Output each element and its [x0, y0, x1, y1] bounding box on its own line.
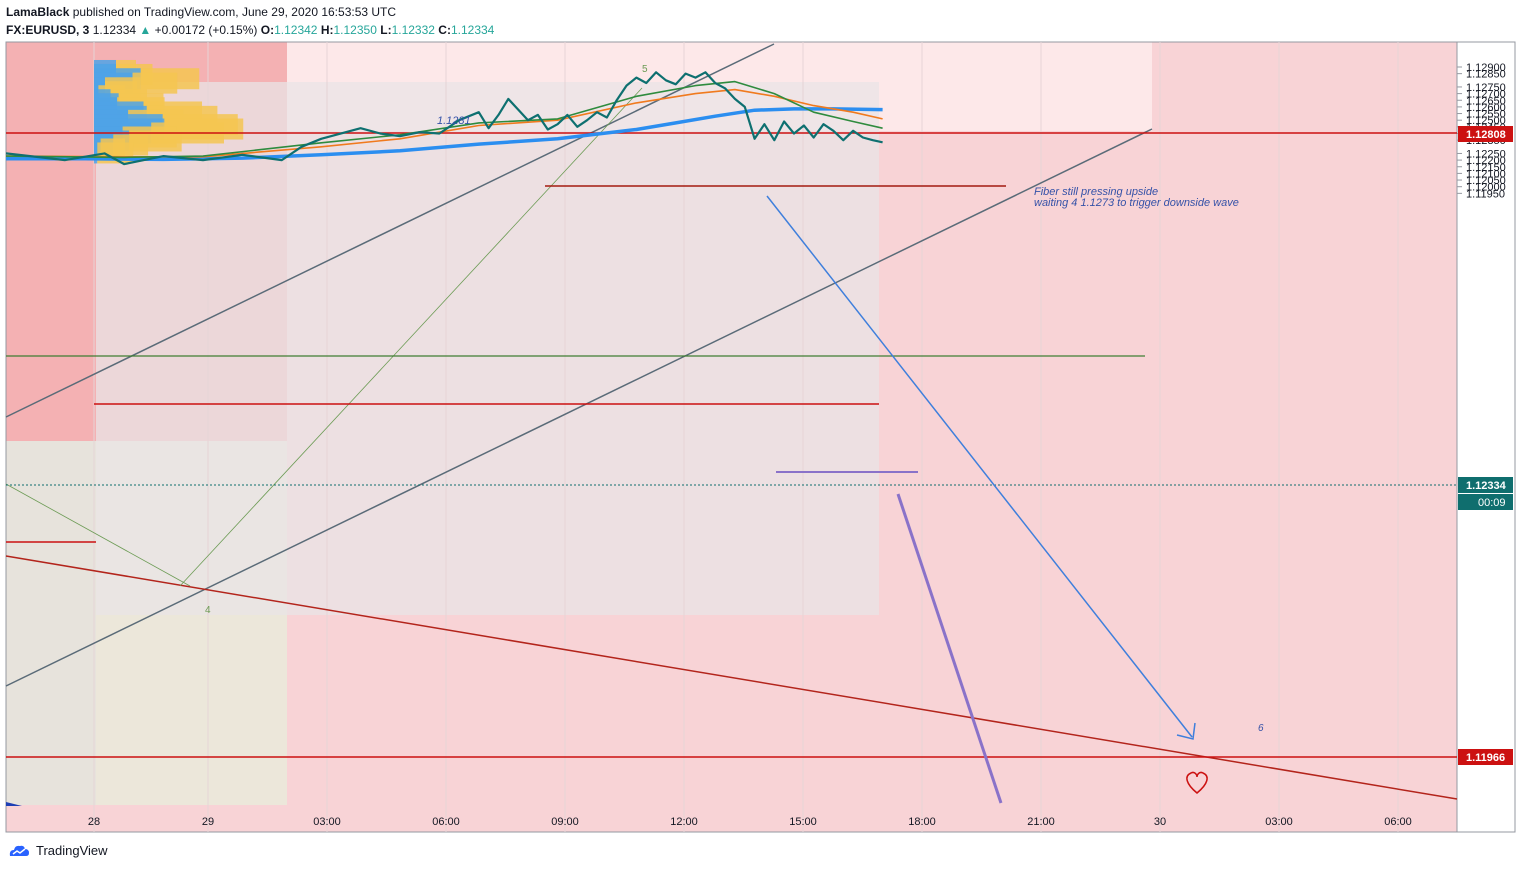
channel-upper-line [5, 43, 775, 418]
x-tick-label: 29 [202, 816, 214, 828]
x-tick-label: 06:00 [1384, 816, 1412, 828]
up-triangle-icon: ▲ [139, 23, 152, 37]
projection-arrow-line [766, 195, 1193, 738]
open-value: 1.12342 [274, 23, 318, 37]
close-label: C: [438, 23, 451, 37]
price-tag-bg [1458, 477, 1513, 493]
symbol-label[interactable]: FX:EURUSD, 3 [6, 23, 90, 37]
y-tick-label: 1.12900 [1466, 62, 1506, 74]
price-tag-bg [1458, 126, 1513, 142]
y-tick-label: 1.12650 [1466, 95, 1506, 107]
y-tick-label: 1.12600 [1466, 102, 1506, 114]
published-text: published on TradingView.com, June 29, 2… [72, 5, 397, 19]
price-change: +0.00172 (+0.15%) [154, 23, 258, 37]
ema-fast-line [5, 80, 883, 159]
price-tag-label: 1.12334 [1466, 480, 1507, 492]
price-axis[interactable]: 1.129001.128501.127501.127001.126501.126… [1457, 62, 1506, 200]
x-tick-label: 12:00 [670, 816, 698, 828]
y-tick-label: 1.12500 [1466, 115, 1506, 127]
x-tick-label: 09:00 [551, 816, 579, 828]
high-label: H: [320, 23, 334, 37]
wave-label-4: 4 [205, 605, 211, 616]
x-tick-label: 18:00 [908, 816, 936, 828]
y-tick-label: 1.12200 [1466, 155, 1506, 167]
footer: TradingView [8, 843, 108, 858]
zone-left-gray [6, 441, 96, 805]
y-tick-label: 1.12850 [1466, 69, 1506, 81]
corner-marker-icon [6, 802, 22, 806]
price-line [5, 71, 883, 166]
wave-label-5: 5 [642, 64, 648, 75]
heart-icon[interactable] [1186, 771, 1208, 794]
session-box [96, 82, 879, 615]
vp-down-bar [132, 72, 178, 94]
close-value: 1.12334 [450, 23, 495, 37]
y-tick-label: 1.12050 [1466, 175, 1506, 187]
price-tag-bg [1458, 749, 1513, 765]
tradingview-logo-icon[interactable] [8, 844, 30, 858]
price-tag-current: 1.12334 00:09 [1458, 477, 1513, 510]
countdown-label: 00:09 [1478, 497, 1506, 509]
low-value: 1.12332 [391, 23, 435, 37]
low-label: L: [380, 23, 392, 37]
countdown-bg [1458, 494, 1513, 510]
y-tick-label: 1.12750 [1466, 82, 1506, 94]
vertical-grid [93, 42, 1399, 832]
level-text: 1.1281 [437, 115, 471, 127]
x-tick-label: 28 [88, 816, 100, 828]
y-tick-label: 1.12700 [1466, 89, 1506, 101]
x-tick-label: 03:00 [1265, 816, 1293, 828]
channel-lower-line [5, 128, 1153, 687]
publisher-name[interactable]: LamaBlack [6, 5, 70, 19]
open-label: O: [260, 23, 275, 37]
x-tick-label: 03:00 [313, 816, 341, 828]
x-tick-label: 30 [1154, 816, 1166, 828]
arrow-head-icon [1176, 722, 1196, 740]
x-tick-label: 06:00 [432, 816, 460, 828]
y-tick-label: 1.11950 [1466, 188, 1505, 200]
y-tick-label: 1.12150 [1466, 162, 1506, 174]
price-tag-label: 1.12808 [1466, 129, 1506, 141]
note-line-1: Fiber still pressing upside [1034, 186, 1158, 198]
volume-profile [94, 59, 244, 164]
price-tag-111966: 1.11966 [1458, 749, 1513, 765]
y-tick-label: 1.12550 [1466, 109, 1506, 121]
price-chart[interactable]: 1.1281 Fiber still pressing upside waiti… [0, 0, 1520, 840]
price-tag-112808: 1.12808 [1458, 126, 1513, 142]
time-axis[interactable]: 28 29 03:00 06:00 09:00 12:00 15:00 18:00 21:00 3… [88, 816, 1412, 828]
note-line-2: waiting 4 1.1273 to trigger downside wav… [1034, 197, 1239, 209]
wave-label-6: 6 [1258, 723, 1264, 734]
wave-line-4-5 [179, 87, 643, 587]
x-tick-label: 15:00 [789, 816, 817, 828]
last-price: 1.12334 [92, 23, 137, 37]
chart-border [5, 41, 1516, 833]
y-tick-label: 1.12000 [1466, 182, 1506, 194]
high-value: 1.12350 [333, 23, 377, 37]
vp-up-bar [94, 142, 98, 164]
y-tick-label: 1.12250 [1466, 148, 1506, 160]
trend-line-lower [5, 555, 1458, 800]
publish-header: LamaBlack published on TradingView.com, … [6, 5, 396, 19]
y-tick-label: 1.12100 [1466, 168, 1506, 180]
price-axis-bg [1457, 42, 1515, 832]
ohlc-header: FX:EURUSD, 3 1.12334 ▲ +0.00172 (+0.15%)… [6, 23, 494, 37]
brand-name[interactable]: TradingView [36, 843, 108, 858]
price-tag-label: 1.11966 [1466, 752, 1505, 764]
wave-line-3-4 [5, 483, 191, 587]
x-tick-label: 21:00 [1027, 816, 1055, 828]
purple-projection-line [896, 493, 1003, 804]
